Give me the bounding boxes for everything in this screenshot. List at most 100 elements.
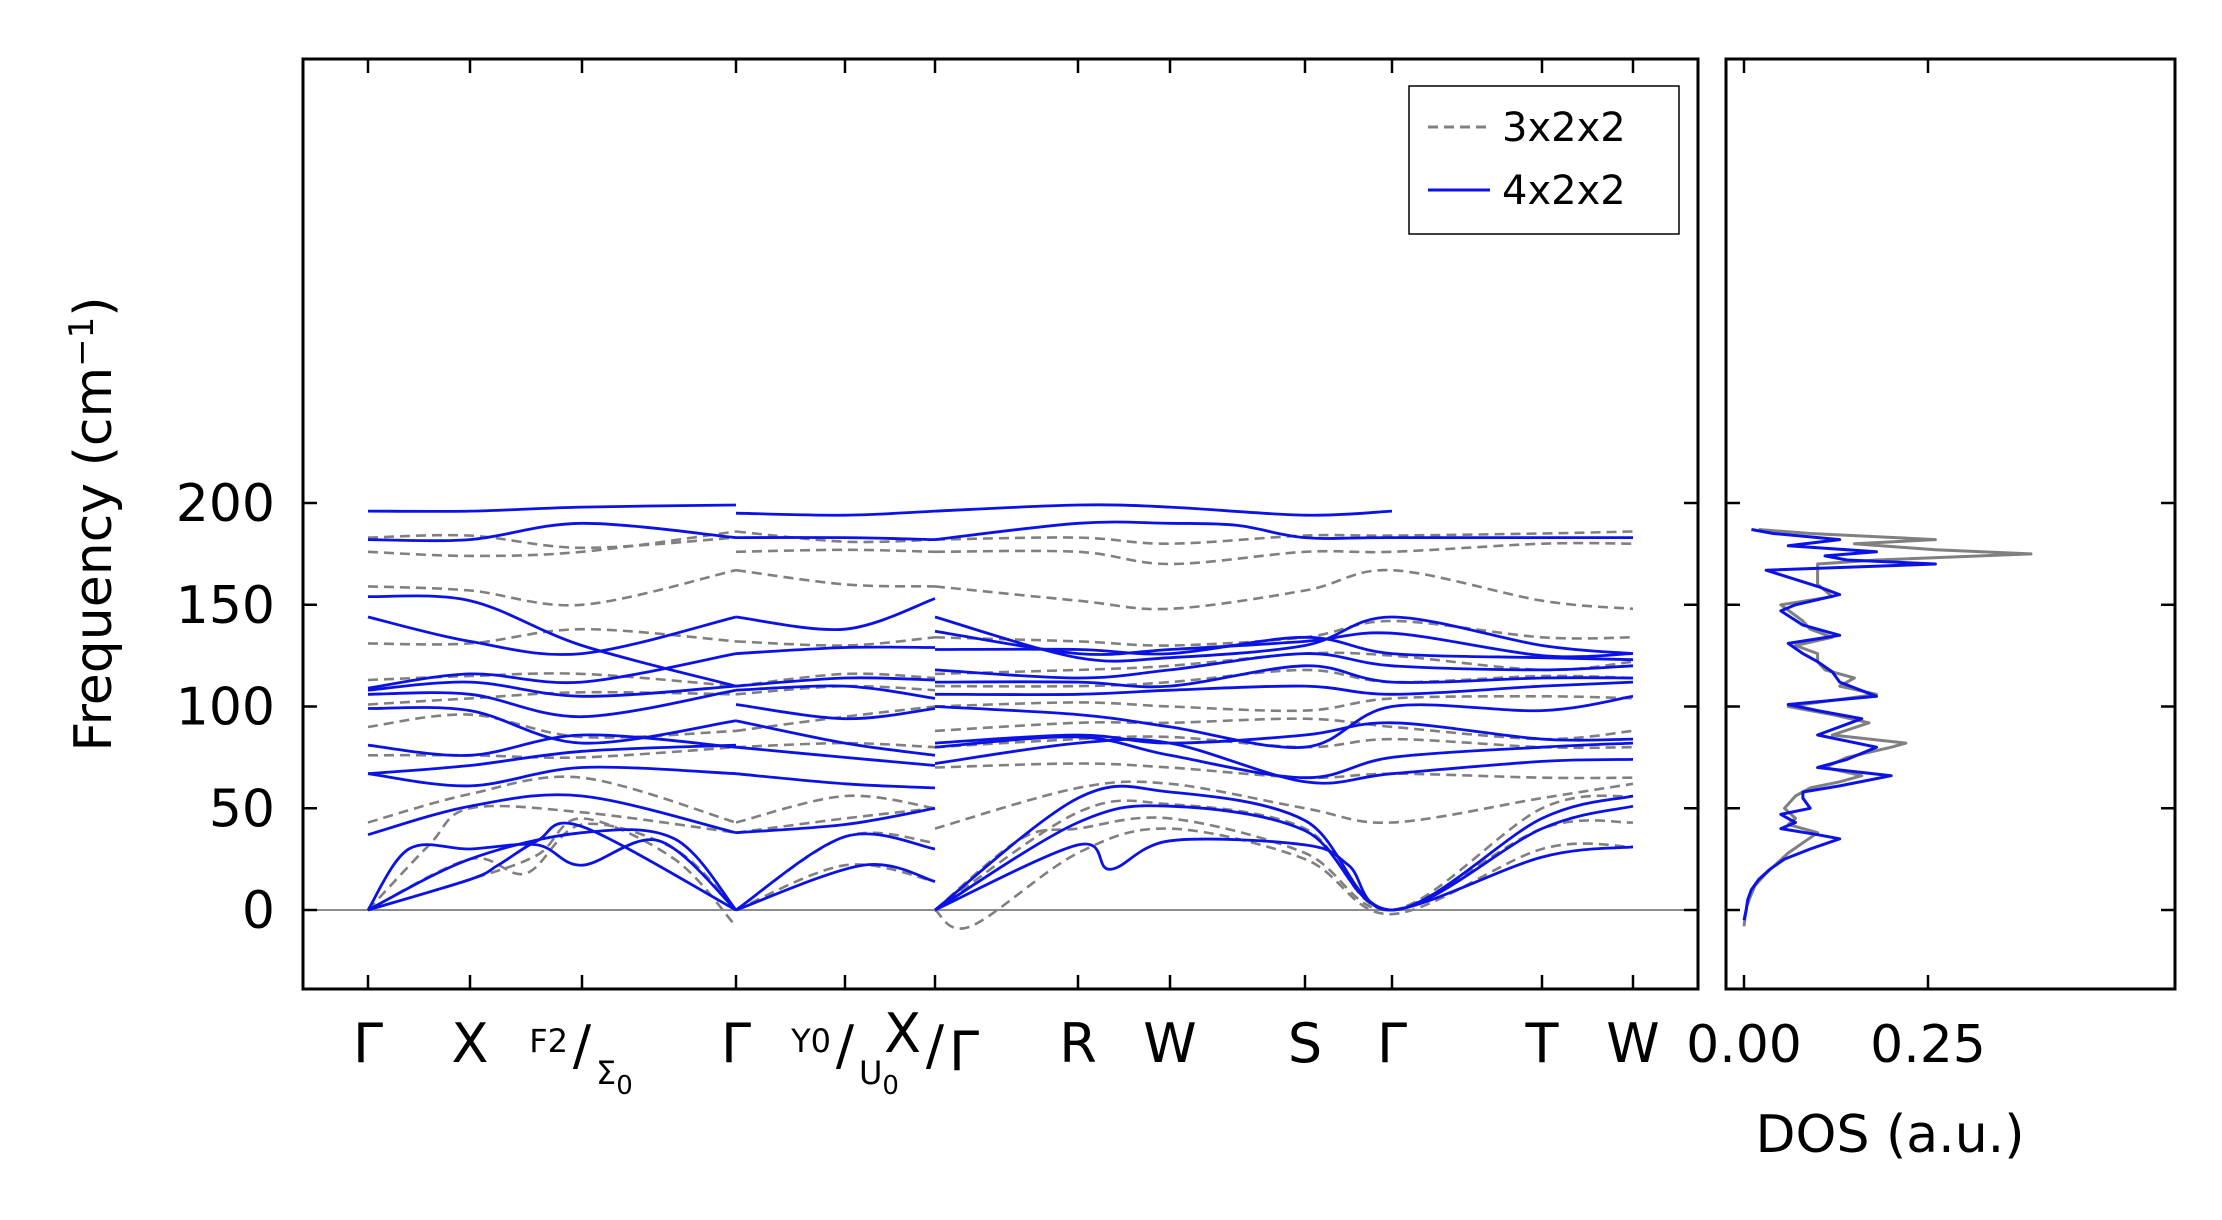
band-3x2x2-26: [934, 794, 1634, 912]
band-4x2x2-3: [367, 793, 737, 837]
x-tick-label-bottom-2: Σ0: [596, 1054, 633, 1101]
band-4x2x2-25: [735, 597, 936, 632]
band-3x2x2-12: [735, 863, 936, 912]
y-tick-label-150: 150: [176, 576, 275, 636]
x-tick-label-top-4: Y0: [790, 1022, 831, 1060]
band-4x2x2-36: [934, 664, 1634, 689]
band-4x2x2-29: [934, 804, 1634, 912]
band-3x2x2-22: [735, 548, 936, 554]
band-3x2x2-20: [735, 636, 936, 647]
dos-frame: [1724, 57, 2177, 991]
band-4x2x2-2: [366, 838, 737, 912]
band-4x2x2-12: [367, 594, 737, 688]
x-tick-label-8: S: [1288, 1012, 1322, 1075]
x-tick-label-11: W: [1606, 1012, 1659, 1075]
band-x-axis: Γ X F2/Σ0Γ Y0/U0X / Γ R W S Γ T W: [353, 59, 1660, 1101]
band-4x2x2-39: [934, 629, 1634, 659]
band-3x2x2-5: [367, 713, 737, 739]
x-tick-label-slash-5: /: [926, 1014, 945, 1077]
band-3x2x2-15: [735, 794, 936, 824]
dos-curve-4x2x2: [1742, 528, 1937, 921]
y-axis-title: Frequency (cm−1): [62, 296, 124, 751]
band-4x2x2-18: [735, 772, 936, 790]
band-3x2x2-35: [934, 568, 1634, 611]
band-3x2x2-27: [934, 780, 1634, 830]
band-4x2x2-32: [934, 735, 1634, 780]
band-curves: [366, 503, 1634, 930]
band-3x2x2-18: [735, 684, 936, 696]
band-4x2x2-38: [934, 635, 1634, 662]
band-4x2x2-1: [367, 828, 738, 912]
band-4x2x2-34: [934, 694, 1634, 750]
legend-label-3x2x2: 3x2x2: [1502, 105, 1626, 151]
band-4x2x2-9: [367, 680, 737, 698]
band-4x2x2-20: [735, 719, 936, 757]
band-4x2x2-14: [367, 503, 737, 513]
band-4x2x2-21: [735, 703, 936, 721]
band-3x2x2-31: [934, 694, 1634, 713]
band-4x2x2-10: [367, 652, 737, 690]
band-3x2x2-21: [735, 568, 936, 588]
band-4x2x2-5: [367, 743, 737, 776]
legend-label-4x2x2: 4x2x2: [1502, 168, 1626, 214]
band-4x2x2-40: [934, 615, 1634, 663]
y-tick-label-100: 100: [176, 678, 275, 738]
band-4x2x2-22: [735, 684, 936, 700]
band-4x2x2-28: [934, 837, 1634, 912]
band-4x2x2-41: [934, 520, 1633, 541]
band-3x2x2-24: [934, 827, 1634, 930]
legend: 3x2x2 4x2x2: [1408, 85, 1680, 235]
dos-axes: 0.00 0.25: [1686, 59, 2175, 1075]
x-tick-label-slash-4: /: [836, 1014, 855, 1077]
band-3x2x2-9: [367, 568, 737, 607]
x-tick-label-0: Γ: [353, 1012, 383, 1075]
band-4x2x2-4: [367, 765, 737, 788]
band-3x2x2-7: [367, 672, 737, 688]
band-3x2x2-10: [367, 530, 737, 558]
band-3x2x2-2: [367, 804, 737, 911]
band-3x2x2-30: [934, 717, 1634, 741]
x-tick-label-7: W: [1143, 1012, 1196, 1075]
legend-box: [1408, 85, 1680, 235]
band-3x2x2-16: [735, 741, 936, 749]
band-3x2x2-37: [934, 530, 1634, 546]
band-3x2x2-25: [934, 816, 1634, 912]
band-4x2x2-19: [735, 745, 936, 767]
band-4x2x2-16: [735, 832, 936, 912]
band-4x2x2-37: [934, 652, 1634, 680]
band-4x2x2-7: [367, 706, 737, 745]
band-4x2x2-6: [367, 733, 737, 757]
band-4x2x2-30: [934, 784, 1634, 912]
band-4x2x2-35: [934, 680, 1634, 697]
band-3x2x2-32: [934, 668, 1634, 688]
dos-curves: [1742, 528, 2033, 927]
x-tick-label-top-2: F2: [529, 1022, 568, 1060]
x-tick-label-top-5: X: [884, 1002, 921, 1065]
band-4x2x2-23: [735, 676, 936, 688]
x-tick-label-9: Γ: [1377, 1012, 1407, 1075]
band-4x2x2-31: [934, 737, 1634, 785]
band-3x2x2-23: [735, 530, 936, 544]
band-4x2x2-26: [735, 536, 936, 541]
band-4x2x2-15: [735, 863, 936, 912]
band-3x2x2-17: [735, 705, 936, 733]
x-tick-label-bottom-4: U0: [859, 1054, 899, 1101]
band-4x2x2-24: [735, 645, 936, 655]
band-4x2x2-0: [367, 821, 737, 912]
band-3x2x2-36: [934, 541, 1634, 566]
band-3x2x2-8: [367, 627, 737, 646]
x-tick-label-10: T: [1525, 1012, 1560, 1075]
x-tick-label-3: Γ: [721, 1012, 751, 1075]
dos-x-axis-title: DOS (a.u.): [1756, 1105, 2025, 1165]
y-tick-label-200: 200: [176, 474, 275, 534]
dos-x-tick-label-1: 0.25: [1870, 1015, 1986, 1075]
dos-curve-3x2x2: [1742, 528, 2033, 927]
band-4x2x2-13: [367, 521, 737, 543]
x-tick-label-slash-2: /: [573, 1014, 592, 1077]
band-4x2x2-42: [934, 503, 1393, 517]
band-4x2x2-33: [934, 721, 1634, 745]
band-4x2x2-11: [367, 615, 737, 656]
band-4x2x2-17: [735, 806, 936, 835]
